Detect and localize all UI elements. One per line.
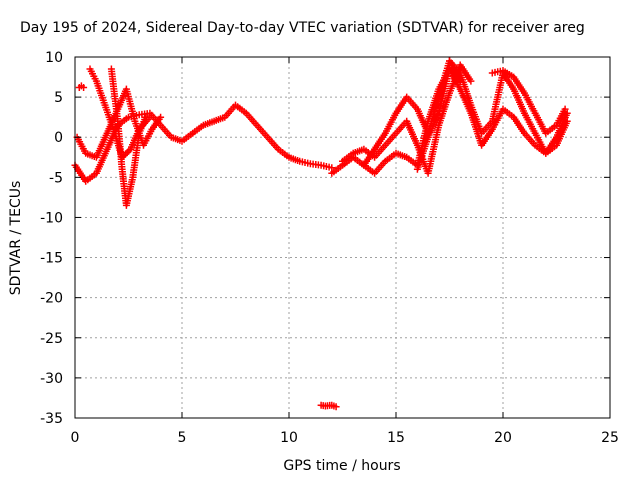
data-point [467, 77, 475, 85]
plot-frame [74, 56, 611, 419]
series-arc-6 [317, 401, 340, 411]
data-point [561, 105, 569, 113]
data-point [80, 84, 88, 91]
y-tick-label: -20 [40, 291, 63, 307]
series-arc-12 [488, 67, 569, 137]
data-point [563, 117, 571, 125]
axis-ticks: 0 5 10 15 20 25 -35 -30 -25 -20 -15 -10 -5 0 5 10 [40, 50, 619, 446]
x-tick-label: 15 [387, 430, 405, 446]
x-tick-label: 25 [601, 430, 619, 446]
y-tick-label: 10 [45, 50, 63, 66]
series-arc-4 [107, 65, 150, 209]
data-point [157, 113, 165, 121]
x-axis-label: GPS time / hours [283, 458, 400, 474]
y-tick-label: -5 [49, 170, 63, 186]
y-tick-label: -25 [40, 331, 63, 347]
x-tick-label: 5 [178, 430, 187, 446]
data-point [332, 403, 340, 411]
x-tick-label: 20 [494, 430, 512, 446]
series-arc-1 [71, 101, 336, 185]
chart-title: Day 195 of 2024, Sidereal Day-to-day VTE… [20, 20, 585, 36]
y-tick-label: -10 [40, 210, 63, 226]
y-tick-label: 5 [54, 90, 63, 106]
series-arc-5 [75, 82, 88, 91]
data-points [71, 57, 571, 411]
grid [75, 57, 610, 418]
y-tick-label: -30 [40, 371, 63, 387]
y-tick-label: 0 [54, 130, 63, 146]
y-axis-label: SDTVAR / TECUs [8, 181, 24, 296]
series-arc-11 [446, 57, 571, 157]
y-tick-label: -35 [40, 411, 63, 427]
x-tick-label: 10 [280, 430, 298, 446]
data-point [142, 113, 150, 121]
y-tick-label: -15 [40, 251, 63, 267]
x-tick-label: 0 [71, 430, 80, 446]
